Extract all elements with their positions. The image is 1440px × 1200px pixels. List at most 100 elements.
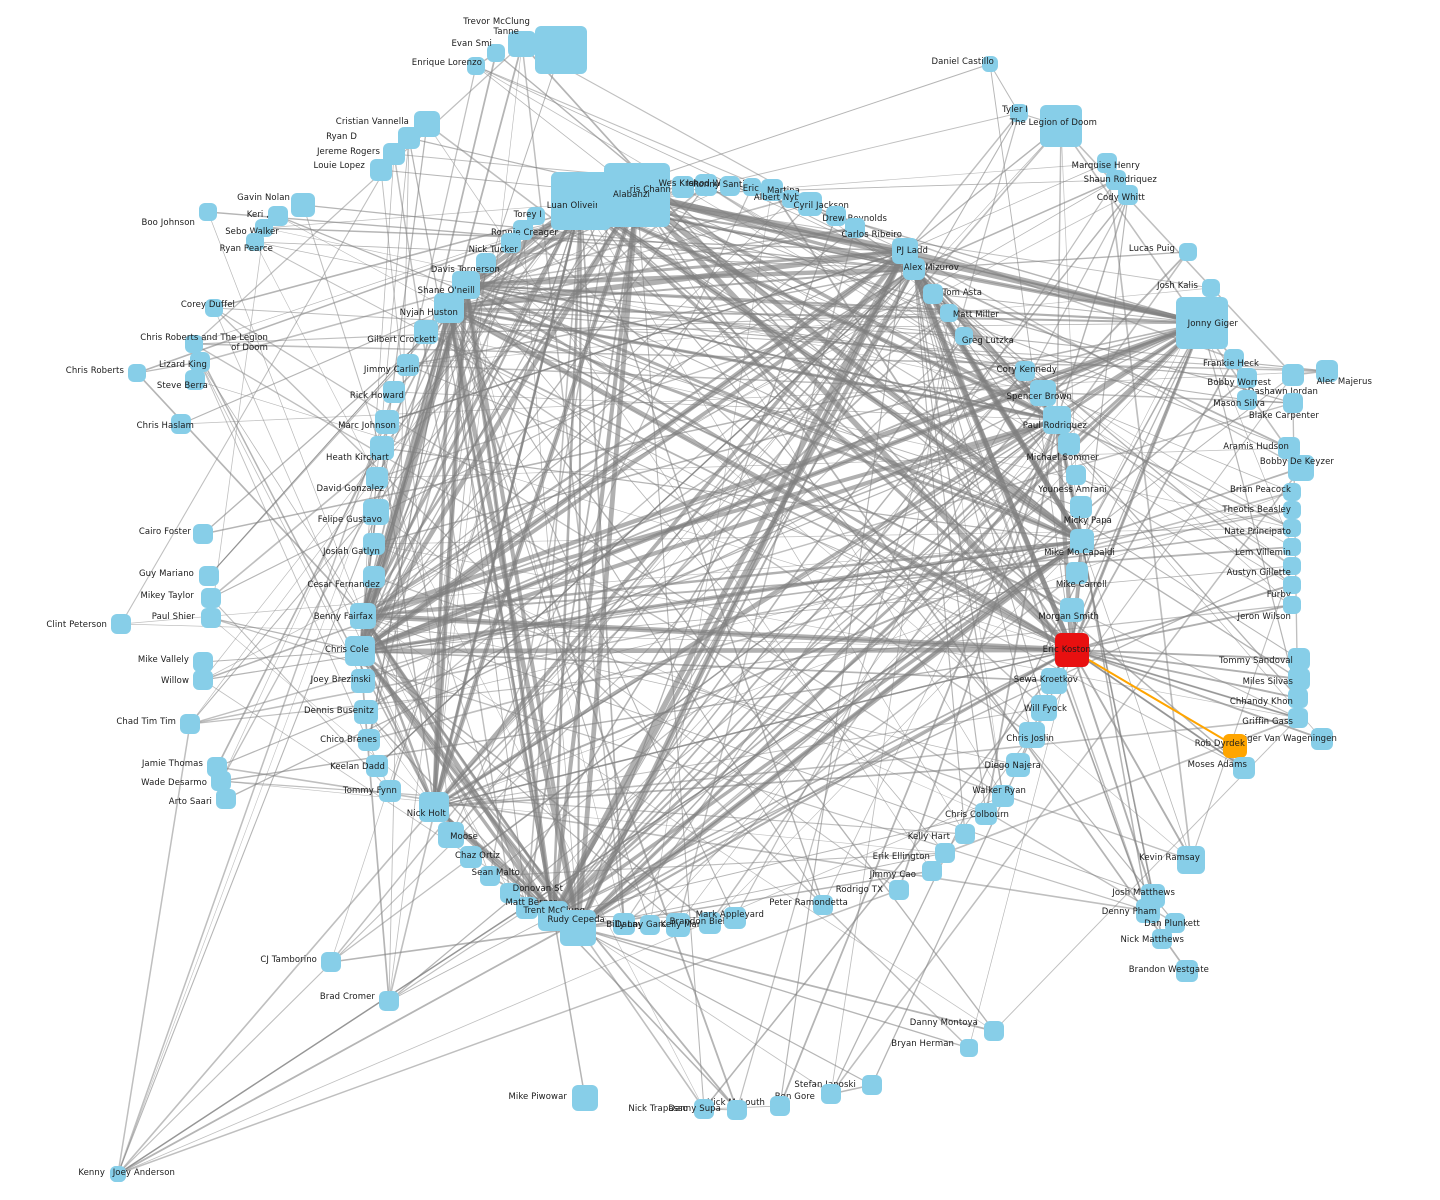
graph-node[interactable] [695, 174, 717, 196]
graph-node[interactable] [955, 327, 973, 345]
graph-node[interactable] [1223, 734, 1247, 758]
graph-node[interactable] [434, 293, 464, 323]
graph-node[interactable] [923, 284, 943, 304]
graph-node[interactable] [770, 1096, 790, 1116]
graph-node[interactable] [501, 233, 521, 253]
graph-node[interactable] [379, 780, 401, 802]
graph-node[interactable] [1316, 360, 1338, 382]
graph-node[interactable] [350, 603, 376, 629]
graph-node[interactable] [1283, 576, 1301, 594]
graph-node[interactable] [111, 614, 131, 634]
graph-node[interactable] [1070, 529, 1094, 553]
graph-node[interactable] [1288, 648, 1310, 670]
graph-node[interactable] [414, 320, 438, 344]
graph-node[interactable] [724, 907, 746, 929]
graph-node[interactable] [940, 304, 958, 322]
graph-node[interactable] [205, 299, 223, 317]
graph-node[interactable] [862, 1075, 882, 1095]
graph-node[interactable] [185, 370, 205, 390]
graph-node[interactable] [1066, 465, 1086, 485]
graph-node[interactable] [672, 176, 694, 198]
graph-node[interactable] [903, 258, 925, 280]
graph-node[interactable] [1176, 960, 1198, 982]
graph-node[interactable] [1060, 598, 1084, 622]
graph-node[interactable] [984, 1021, 1004, 1041]
graph-node[interactable] [1152, 929, 1172, 949]
graph-node[interactable] [128, 364, 146, 382]
graph-node[interactable] [1237, 390, 1257, 410]
graph-node[interactable] [354, 700, 378, 724]
graph-node[interactable] [379, 991, 399, 1011]
graph-node[interactable] [185, 335, 203, 353]
graph-node[interactable] [1283, 538, 1301, 556]
graph-node[interactable] [982, 56, 998, 72]
graph-node[interactable] [351, 669, 375, 693]
graph-node[interactable] [960, 1039, 978, 1057]
graph-node[interactable] [1288, 708, 1308, 728]
graph-node[interactable] [1283, 596, 1301, 614]
graph-node[interactable] [1043, 406, 1071, 434]
graph-node[interactable] [1118, 185, 1138, 205]
graph-node[interactable] [1066, 562, 1088, 584]
graph-node[interactable] [397, 354, 419, 376]
graph-node[interactable] [366, 755, 388, 777]
graph-node[interactable] [1288, 688, 1308, 708]
graph-node[interactable] [1097, 153, 1117, 173]
graph-node[interactable] [1176, 297, 1228, 349]
graph-node[interactable] [419, 792, 449, 822]
graph-node[interactable] [1030, 380, 1056, 406]
graph-node[interactable] [480, 866, 500, 886]
graph-node[interactable] [398, 127, 420, 149]
graph-node[interactable] [1070, 496, 1092, 518]
graph-node[interactable] [345, 636, 375, 666]
graph-node[interactable] [201, 588, 221, 608]
graph-node[interactable] [845, 218, 865, 238]
graph-node[interactable] [699, 912, 721, 934]
graph-node[interactable] [572, 1085, 598, 1111]
graph-node[interactable] [720, 176, 740, 196]
graph-node[interactable] [363, 566, 385, 588]
graph-node[interactable] [516, 897, 538, 919]
graph-node[interactable] [199, 566, 219, 586]
graph-node[interactable] [1177, 846, 1205, 874]
graph-node[interactable] [1165, 913, 1185, 933]
graph-node[interactable] [1224, 349, 1244, 369]
graph-node[interactable] [743, 178, 761, 196]
graph-node[interactable] [955, 824, 975, 844]
graph-node[interactable] [370, 436, 394, 460]
graph-node[interactable] [1136, 899, 1160, 923]
graph-node[interactable] [180, 714, 200, 734]
graph-node[interactable] [467, 57, 485, 75]
graph-node[interactable] [211, 771, 231, 791]
graph-node[interactable] [1010, 104, 1028, 122]
graph-node[interactable] [383, 381, 405, 403]
graph-node[interactable] [975, 803, 997, 825]
graph-node[interactable] [363, 533, 385, 555]
graph-node[interactable] [1031, 695, 1057, 721]
graph-node[interactable] [826, 206, 846, 226]
graph-node[interactable] [363, 499, 389, 525]
graph-node[interactable] [1283, 501, 1301, 519]
graph-node[interactable] [821, 1084, 841, 1104]
graph-node[interactable] [782, 190, 800, 208]
graph-node[interactable] [1278, 437, 1300, 459]
graph-node[interactable] [813, 895, 833, 915]
graph-node[interactable] [560, 910, 596, 946]
graph-node[interactable] [1058, 433, 1080, 455]
graph-node[interactable] [438, 822, 464, 848]
graph-node[interactable] [597, 180, 629, 212]
graph-node[interactable] [1288, 668, 1310, 690]
graph-node[interactable] [487, 44, 505, 62]
graph-node[interactable] [1040, 105, 1082, 147]
graph-node[interactable] [375, 410, 399, 434]
graph-node[interactable] [1202, 279, 1220, 297]
graph-node[interactable] [1015, 361, 1035, 381]
graph-node[interactable] [666, 913, 690, 937]
graph-node[interactable] [694, 1099, 714, 1119]
graph-node[interactable] [922, 861, 942, 881]
graph-node[interactable] [255, 219, 273, 237]
graph-node[interactable] [1019, 722, 1045, 748]
graph-node[interactable] [199, 203, 217, 221]
